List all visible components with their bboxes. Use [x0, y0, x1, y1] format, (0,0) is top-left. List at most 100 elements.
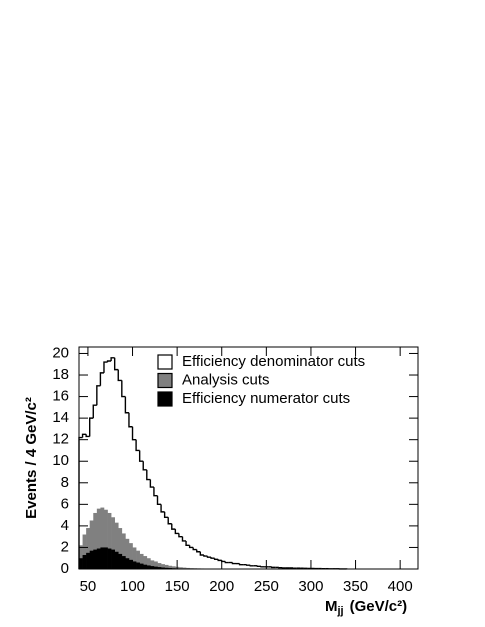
x-label-unit: (GeV/c²)	[350, 598, 408, 615]
histogram-bar	[161, 567, 165, 569]
histogram-step	[213, 558, 219, 561]
x-tick-label: 300	[298, 578, 323, 595]
y-tick-label: 6	[61, 495, 69, 512]
histogram-bar	[132, 547, 137, 569]
x-tick-label: 250	[254, 578, 279, 595]
histogram-bar	[153, 566, 158, 569]
x-tick-label: 400	[388, 578, 413, 595]
histogram-step	[103, 361, 108, 373]
histogram-step	[131, 426, 137, 441]
x-label-sub: jj	[337, 605, 344, 617]
histogram-step	[99, 372, 104, 386]
histogram-bar	[136, 562, 140, 569]
histogram-bar	[150, 566, 155, 569]
histogram-bar	[107, 512, 112, 569]
histogram-bar	[168, 565, 173, 569]
legend-label: Efficiency denominator cuts	[182, 353, 365, 370]
histogram-bar	[128, 559, 133, 569]
histogram-step	[260, 566, 265, 568]
y-axis-label: Events / 4 GeV/c²	[23, 397, 40, 519]
histogram-bar	[121, 556, 126, 569]
x-tick-label: 50	[80, 578, 97, 595]
histogram-step	[156, 495, 162, 506]
histogram-bar	[157, 563, 162, 569]
histogram-bar	[136, 550, 140, 569]
histogram-bar	[82, 554, 87, 569]
histogram-step	[210, 557, 215, 559]
histogram-step	[142, 461, 147, 471]
histogram-bar	[150, 560, 155, 569]
histogram-step	[128, 412, 133, 428]
histogram-step	[174, 529, 179, 535]
histogram-step	[81, 433, 87, 438]
histogram-step	[196, 549, 201, 553]
histogram-step	[110, 357, 115, 362]
legend-swatch	[157, 354, 173, 370]
legend-label: Analysis cuts	[182, 371, 270, 388]
histogram-bar	[96, 548, 101, 569]
histogram-bar	[96, 508, 101, 569]
y-tick-label: 10	[52, 452, 69, 469]
histogram-step	[249, 565, 254, 567]
histogram-bar	[182, 567, 187, 569]
histogram-step	[224, 561, 229, 564]
histogram-step	[124, 396, 129, 414]
histogram-step	[203, 554, 208, 557]
histogram-step	[181, 536, 187, 542]
histogram-bar	[93, 549, 98, 569]
x-tick-label: 200	[209, 578, 234, 595]
histogram-step	[163, 511, 169, 518]
histogram-bar	[100, 547, 105, 569]
histogram-bar	[146, 558, 151, 569]
histogram-bar	[125, 538, 130, 569]
histogram-bar	[171, 566, 176, 569]
histogram-bar	[118, 553, 123, 569]
histogram-bar	[111, 549, 115, 569]
histogram-step	[146, 469, 151, 481]
histogram-step	[185, 540, 190, 546]
y-tick-label: 4	[61, 517, 69, 534]
histogram-step	[89, 417, 94, 437]
y-tick-label: 8	[61, 474, 69, 491]
histogram-bar	[146, 565, 151, 569]
histogram-bar	[89, 550, 94, 569]
histogram-step	[153, 487, 158, 497]
histogram-bar	[79, 558, 83, 569]
y-tick-label: 20	[52, 344, 69, 361]
y-tick-label: 2	[61, 538, 69, 555]
histogram-bar	[111, 517, 115, 569]
histogram-bar	[89, 520, 94, 569]
histogram-bar	[128, 543, 133, 569]
histogram-bar	[82, 534, 87, 569]
histogram-step	[167, 517, 172, 525]
histogram-step	[199, 551, 204, 556]
y-tick-label: 16	[52, 388, 69, 405]
histogram-step	[138, 450, 144, 462]
histogram-step	[92, 404, 97, 419]
histogram-step	[113, 357, 119, 371]
histogram-step	[238, 563, 244, 566]
histogram-bar	[161, 564, 165, 569]
histogram-step	[135, 439, 140, 452]
histogram-bar	[125, 558, 130, 569]
histogram-step	[231, 562, 237, 565]
histogram-bar	[103, 547, 108, 569]
histogram-step	[221, 560, 226, 563]
y-tick-label: 14	[52, 409, 69, 426]
histogram-bar	[164, 567, 169, 569]
histogram-bar	[114, 551, 119, 569]
histogram-step	[117, 369, 122, 382]
histogram-step	[106, 360, 112, 363]
x-tick-label: 350	[343, 578, 368, 595]
y-tick-label: 18	[52, 366, 69, 383]
histogram-bar	[121, 533, 126, 569]
histogram-bar	[114, 522, 119, 569]
histogram-step	[160, 504, 165, 513]
histogram-bar	[79, 545, 83, 569]
histogram-step	[85, 434, 90, 438]
legend-swatch	[157, 391, 173, 407]
histogram-step	[206, 556, 212, 558]
histogram-step	[192, 547, 197, 551]
y-tick-label: 0	[61, 560, 69, 577]
